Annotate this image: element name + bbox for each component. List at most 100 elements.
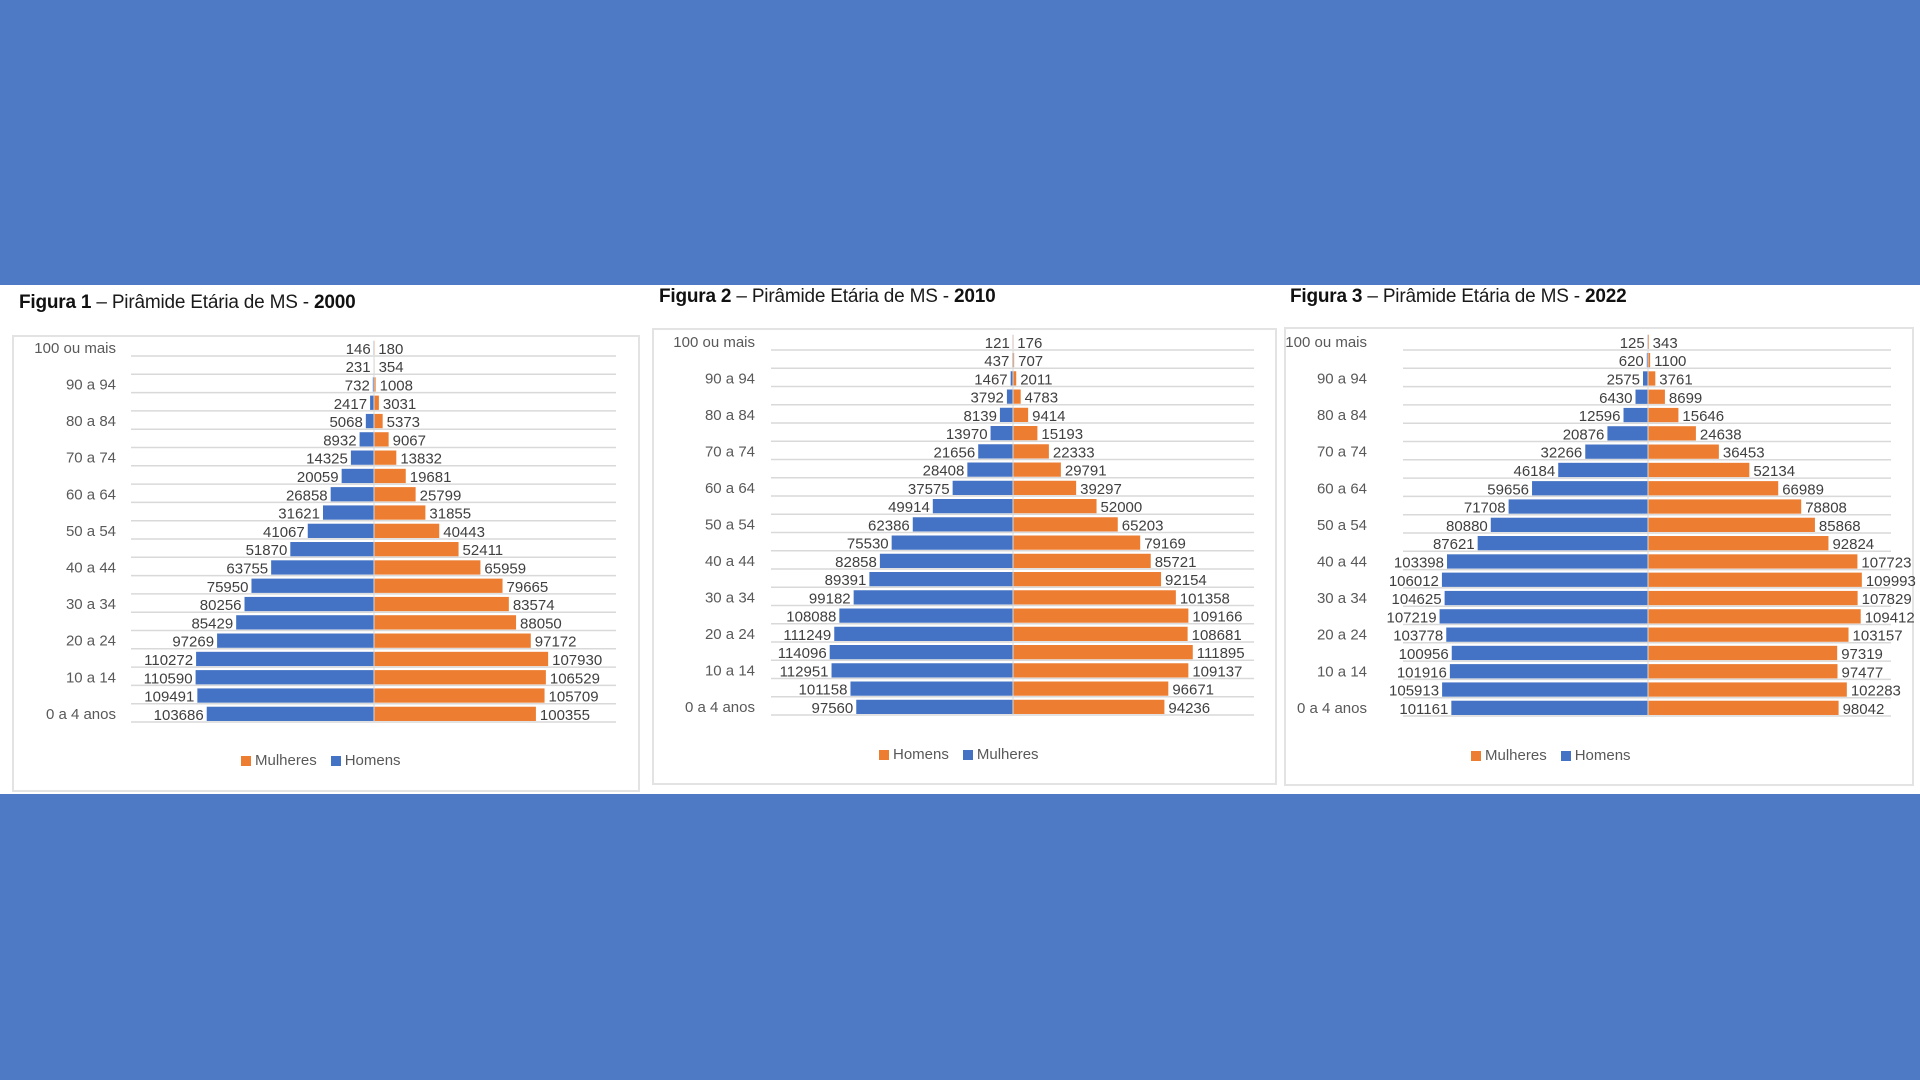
data-label-homens: 15193: [1041, 426, 1083, 443]
data-label-homens: 6430: [1599, 390, 1632, 407]
data-label-homens: 109166: [1192, 609, 1242, 626]
data-label-mulheres: 108088: [786, 609, 836, 626]
figure-2-legend-item-1: Homens: [879, 746, 949, 763]
figure-1-legend-label-1: Mulheres: [255, 752, 317, 769]
data-label-mulheres: 5373: [387, 414, 420, 431]
data-label-mulheres: 437: [984, 353, 1009, 370]
bar-homens-left: [251, 578, 374, 593]
bar-mulheres-right: [374, 615, 517, 630]
bar-mulheres-right: [1648, 682, 1847, 697]
data-label-homens: 101161: [1399, 701, 1448, 718]
data-label-homens: 732: [345, 377, 370, 394]
bar-homens-right: [1013, 480, 1077, 495]
data-label-homens: 103686: [154, 707, 204, 724]
data-label-mulheres: 36453: [1723, 445, 1765, 462]
figure-1-legend-label-2: Homens: [344, 752, 401, 769]
figure-1-legend: Mulheres Homens: [241, 752, 401, 769]
category-label: 50 a 54: [705, 516, 755, 533]
category-label: 70 a 74: [705, 443, 755, 460]
figure-1-title-prefix: Figura 1: [19, 292, 92, 313]
bar-mulheres-right: [374, 377, 376, 392]
bar-mulheres-right: [1648, 609, 1861, 624]
data-label-homens: 59656: [1487, 481, 1529, 498]
figure-2-title-prefix: Figura 2: [659, 286, 732, 307]
legend-swatch-orange: [879, 749, 889, 760]
data-label-mulheres: 52134: [1753, 463, 1795, 480]
data-label-homens: 8932: [323, 432, 356, 449]
data-label-mulheres: 102283: [1851, 683, 1901, 700]
bar-homens-left: [350, 450, 374, 465]
bar-mulheres-right: [374, 505, 426, 520]
category-label: 70 a 74: [1317, 444, 1367, 461]
bar-homens-left: [1635, 389, 1648, 404]
category-label: 30 a 34: [1317, 590, 1367, 607]
bar-mulheres-right: [1648, 645, 1838, 661]
bar-homens-right: [1013, 681, 1169, 696]
data-label-mulheres: 121: [985, 335, 1010, 352]
data-label-mulheres: 88050: [520, 615, 562, 632]
data-label-homens: 26858: [286, 487, 328, 504]
data-label-mulheres: 82858: [835, 554, 877, 571]
bar-homens-left: [372, 377, 374, 392]
data-label-mulheres: 3792: [971, 390, 1004, 407]
data-label-homens: 111895: [1197, 645, 1245, 662]
bar-homens-right: [1013, 371, 1017, 386]
data-label-homens: 104625: [1392, 591, 1442, 608]
data-label-homens: 103398: [1394, 554, 1444, 571]
data-label-mulheres: 97560: [812, 700, 854, 717]
category-label: 20 a 24: [705, 626, 755, 643]
bar-mulheres-right: [374, 395, 379, 410]
figure-1-legend-item-1: Mulheres: [241, 752, 317, 769]
data-label-mulheres: 83574: [513, 597, 555, 614]
bar-mulheres-right: [1648, 499, 1802, 514]
bar-mulheres-right: [1648, 407, 1679, 423]
data-label-mulheres: 98042: [1843, 701, 1885, 718]
data-label-homens: 105913: [1389, 683, 1439, 700]
data-label-mulheres: 3031: [383, 396, 416, 413]
data-label-homens: 231: [346, 359, 371, 376]
data-label-homens: 41067: [263, 524, 305, 541]
bar-homens-right: [1013, 444, 1049, 459]
data-label-mulheres: 343: [1653, 335, 1678, 352]
data-label-homens: 101358: [1180, 590, 1230, 607]
data-label-mulheres: 97477: [1841, 664, 1883, 681]
bar-homens-left: [1532, 481, 1648, 496]
data-label-mulheres: 8139: [964, 408, 997, 425]
data-label-mulheres: 85868: [1819, 518, 1861, 535]
bar-homens-left: [290, 542, 374, 557]
category-label: 50 a 54: [66, 523, 116, 540]
bar-mulheres-left: [869, 572, 1013, 587]
bar-homens-right: [1013, 407, 1029, 422]
data-label-homens: 109137: [1192, 663, 1242, 680]
data-label-homens: 31621: [278, 506, 320, 523]
category-label: 0 a 4 anos: [1297, 700, 1367, 717]
category-label: 20 a 24: [1317, 627, 1367, 644]
data-label-mulheres: 1100: [1654, 353, 1686, 370]
data-label-mulheres: 107930: [552, 652, 602, 669]
data-label-mulheres: 354: [379, 359, 404, 376]
bar-mulheres-right: [1648, 536, 1829, 551]
category-label: 90 a 94: [705, 370, 755, 387]
bar-mulheres-left: [912, 517, 1013, 532]
bar-homens-left: [271, 560, 374, 575]
category-label: 80 a 84: [66, 413, 116, 430]
data-label-homens: 2011: [1020, 371, 1052, 388]
data-label-homens: 96671: [1172, 682, 1214, 699]
bar-mulheres-right: [1648, 700, 1839, 715]
category-label: 40 a 44: [1317, 553, 1367, 570]
bar-homens-right: [1013, 699, 1165, 714]
bar-mulheres-left: [891, 535, 1013, 550]
data-label-mulheres: 106529: [550, 670, 600, 687]
data-label-homens: 103778: [1393, 628, 1443, 645]
bar-homens-right: [1013, 608, 1189, 623]
bar-homens-left: [359, 432, 374, 447]
category-label: 60 a 64: [66, 486, 116, 503]
data-label-mulheres: 89391: [825, 572, 867, 589]
bar-homens-right: [1013, 626, 1188, 641]
bar-mulheres-left: [839, 608, 1013, 623]
legend-swatch-blue: [962, 749, 973, 760]
bar-homens-left: [1558, 462, 1648, 478]
category-label: 40 a 44: [705, 553, 755, 570]
